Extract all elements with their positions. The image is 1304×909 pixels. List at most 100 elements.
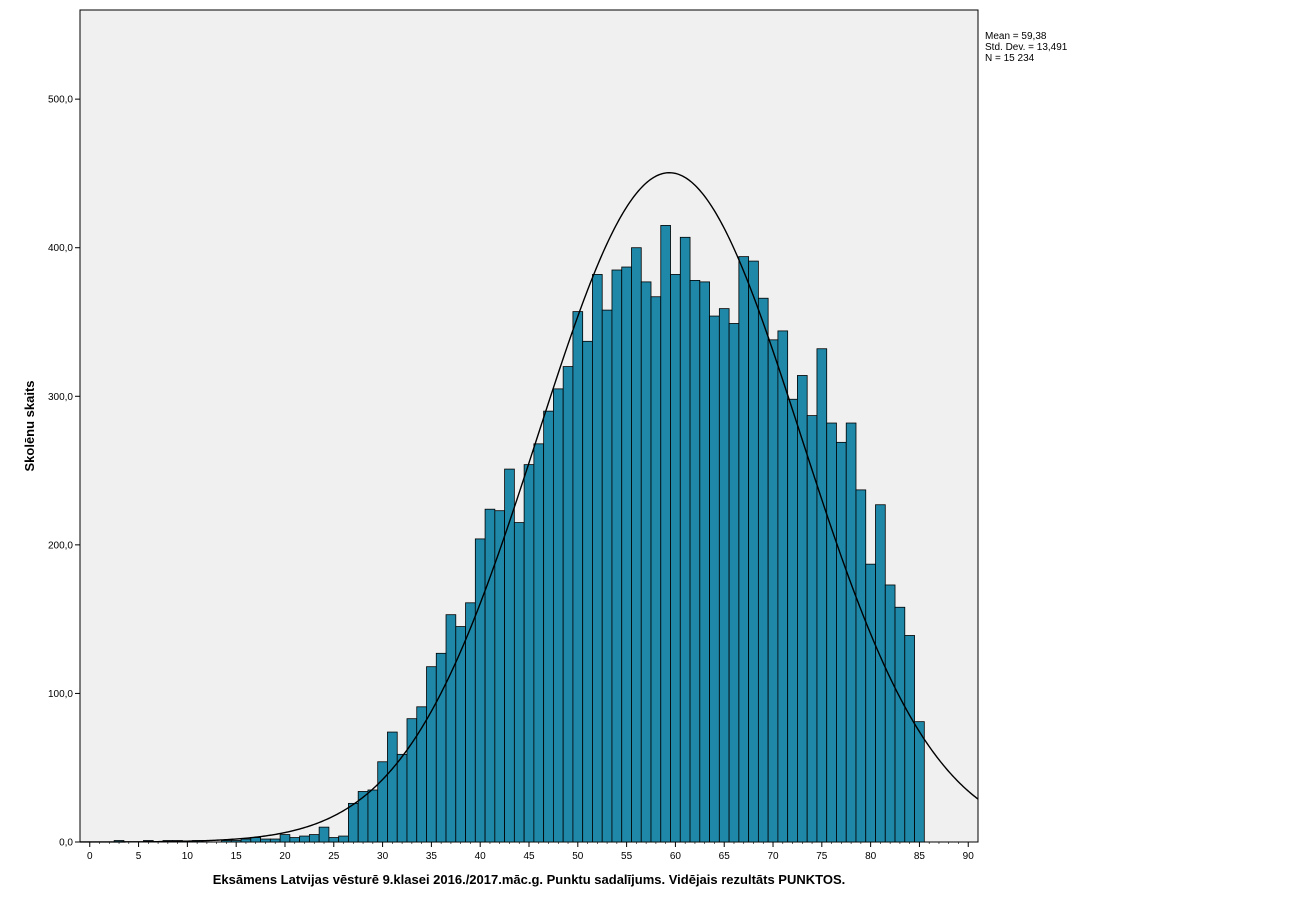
histogram-bar: [650, 296, 662, 843]
x-tick-label: 15: [231, 851, 243, 862]
histogram-bar: [582, 340, 593, 843]
histogram-bar: [445, 614, 457, 843]
histogram-bar: [689, 279, 701, 843]
histogram-bar: [465, 602, 476, 843]
histogram-bar: [348, 802, 359, 843]
histogram-bar: [601, 309, 613, 843]
x-tick-label: 65: [719, 851, 731, 862]
x-tick-label: 25: [328, 851, 340, 862]
histogram-bar: [572, 311, 584, 843]
histogram-bar: [855, 489, 867, 843]
histogram-bar: [435, 652, 447, 843]
histogram-bar: [513, 522, 525, 843]
y-tick-label: 400,0: [48, 243, 73, 254]
histogram-bar: [894, 606, 906, 843]
x-tick-label: 45: [523, 851, 535, 862]
histogram-bar: [279, 834, 291, 843]
x-tick-label: 80: [865, 851, 877, 862]
histogram-bar: [767, 339, 779, 843]
histogram-bar: [709, 315, 720, 843]
y-axis: 0,0 100,0 200,0 300,0 400,0 500,0: [48, 95, 80, 849]
histogram-bar: [504, 468, 515, 843]
histogram-bar: [474, 538, 486, 843]
histogram-bar: [240, 838, 252, 843]
histogram-bar: [318, 826, 330, 843]
x-tick-label: 75: [816, 851, 828, 862]
histogram-bar: [543, 410, 554, 843]
histogram-bar: [757, 297, 769, 843]
histogram-bar: [592, 274, 603, 843]
histogram-bar: [836, 441, 847, 843]
histogram-bar: [562, 366, 574, 843]
bars-layer: [113, 225, 925, 843]
x-tick-label: 35: [426, 851, 438, 862]
x-tick-label: 55: [621, 851, 633, 862]
histogram-bar: [816, 348, 828, 843]
x-tick-label: 5: [136, 851, 142, 862]
x-tick-label: 30: [377, 851, 389, 862]
histogram-bar: [484, 508, 496, 843]
histogram-bar: [553, 388, 564, 843]
x-tick-label: 60: [670, 851, 682, 862]
histogram-bar: [611, 269, 623, 843]
x-tick-label: 0: [87, 851, 93, 862]
histogram-bar: [426, 666, 437, 843]
stat-mean: Mean = 59,38: [985, 31, 1047, 42]
y-tick-label: 500,0: [48, 95, 73, 106]
histogram-bar: [904, 635, 915, 843]
histogram-bar: [533, 443, 545, 843]
x-axis: 0 5 10 15 20 25 30 35 40 45 50 55 60 65 70 75 80 85 90: [87, 842, 974, 862]
stat-n: N = 15 234: [985, 53, 1035, 64]
x-tick-label: 90: [963, 851, 975, 862]
x-tick-label: 20: [279, 851, 291, 862]
histogram-bar: [738, 256, 750, 843]
histogram-bar: [640, 281, 652, 843]
histogram-bar: [787, 398, 798, 843]
normal-curve: [80, 172, 979, 843]
histogram-bar: [845, 422, 857, 843]
y-tick-label: 300,0: [48, 392, 73, 403]
histogram-bar: [269, 838, 281, 843]
histogram-bar: [660, 225, 671, 843]
x-axis-title: Eksāmens Latvijas vēsturē 9.klasei 2016.…: [213, 872, 846, 887]
histogram-bar: [367, 789, 379, 843]
y-tick-label: 0,0: [59, 838, 73, 849]
stat-std-dev: Std. Dev. = 13,491: [985, 42, 1068, 53]
histogram-bar: [377, 761, 388, 843]
x-tick-label: 50: [572, 851, 584, 862]
histogram-bar: [865, 563, 876, 843]
histogram-bar: [289, 837, 301, 843]
histogram-bar: [230, 840, 242, 843]
histogram-bar: [728, 323, 740, 843]
histogram-bar: [884, 584, 896, 843]
histogram-bar: [523, 464, 535, 843]
histogram-bar: [670, 274, 681, 843]
histogram-bar: [221, 840, 232, 843]
histogram-bar: [914, 721, 925, 843]
histogram-bar: [875, 504, 886, 843]
histogram-bar: [777, 330, 789, 843]
x-tick-label: 85: [914, 851, 926, 862]
histogram-bar: [748, 260, 759, 843]
histogram-bar: [338, 835, 349, 843]
histogram-bar: [260, 838, 271, 843]
histogram-bar: [621, 266, 632, 843]
histogram-bar: [396, 753, 408, 843]
histogram-bar: [699, 281, 710, 843]
x-tick-label: 10: [182, 851, 194, 862]
y-tick-label: 100,0: [48, 689, 73, 700]
histogram-bar: [826, 422, 837, 843]
histogram-bar: [631, 247, 642, 843]
histogram-bar: [308, 834, 320, 843]
y-axis-title: Skolēnu skaits: [22, 380, 37, 471]
histogram-bar: [679, 236, 691, 843]
x-tick-label: 70: [767, 851, 779, 862]
x-tick-label: 40: [475, 851, 487, 862]
histogram-bar: [797, 375, 808, 843]
histogram-bar: [328, 837, 340, 843]
y-tick-label: 200,0: [48, 540, 73, 551]
histogram-bar: [387, 731, 398, 843]
histogram-bar: [299, 835, 310, 843]
